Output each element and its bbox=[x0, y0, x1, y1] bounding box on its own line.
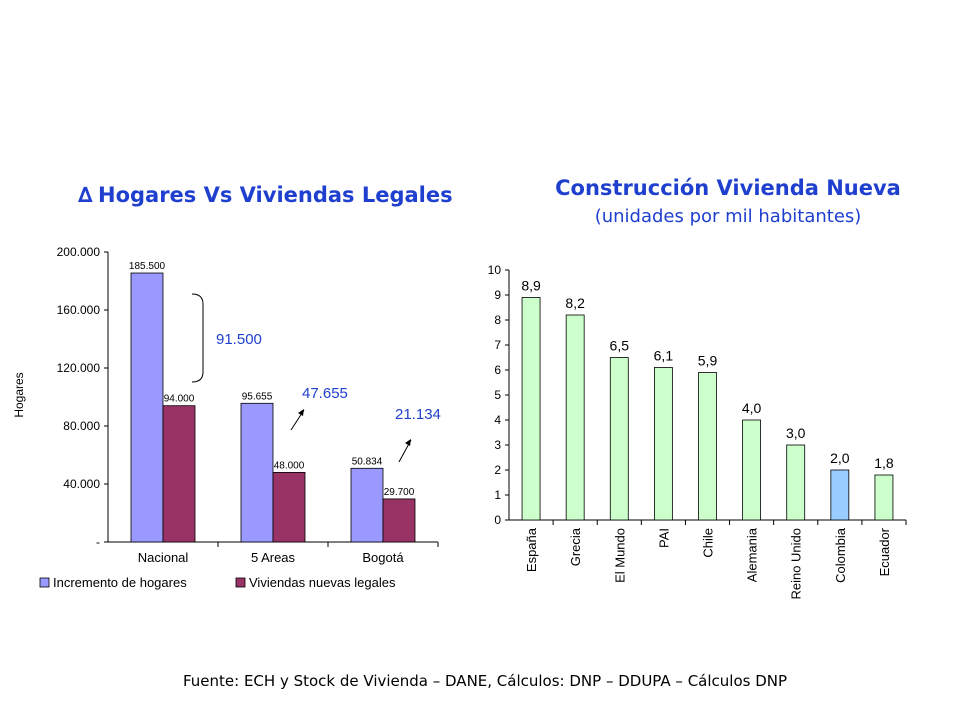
y-tick-label: 9 bbox=[494, 288, 501, 302]
chart-right-y-ticks: 0 1 2 3 4 5 6 7 8 9 10 bbox=[488, 263, 509, 527]
y-tick-label: - bbox=[96, 535, 100, 549]
data-label-viviendas-nuevas-legales-nacional: 94.000 bbox=[164, 394, 195, 405]
x-category-reino-unido: Reino Unido bbox=[789, 528, 804, 600]
bar-reino-unido bbox=[786, 444, 806, 521]
bar-incremento-de-hogares-nacional bbox=[130, 272, 164, 543]
y-tick-label: 10 bbox=[488, 263, 502, 277]
x-category-5-areas: 5 Areas bbox=[251, 550, 296, 565]
y-tick-label: 6 bbox=[494, 363, 501, 377]
bar-colombia bbox=[830, 469, 850, 521]
legend-swatch-viviendas-nuevas bbox=[235, 577, 246, 588]
bar-chile bbox=[698, 372, 717, 521]
annotation-5-areas-difference: 47.655 bbox=[302, 385, 348, 402]
y-tick-label: 160.000 bbox=[57, 303, 101, 317]
data-label-viviendas-nuevas-legales-bogota: 29.700 bbox=[384, 487, 415, 498]
data-label-alemania: 4,0 bbox=[742, 400, 762, 416]
annotation-nacional-difference: 91.500 bbox=[216, 331, 262, 348]
data-label-pai: 6,1 bbox=[654, 348, 674, 364]
x-category-colombia: Colombia bbox=[833, 527, 848, 583]
bar-pai bbox=[653, 367, 673, 521]
x-category-chile: Chile bbox=[701, 528, 716, 558]
x-category-bogota: Bogotá bbox=[362, 550, 404, 565]
bar-el-mundo bbox=[609, 357, 629, 521]
bar-viviendas-nuevas-legales-nacional bbox=[162, 405, 196, 543]
chart-right-bars: 8,9 8,2 6,5 6,1 5,9 4,0 3,0 2,0 1,8 bbox=[521, 278, 894, 521]
annotation-arrow-5-areas-head bbox=[298, 409, 304, 416]
x-category-espana: España bbox=[524, 527, 539, 572]
annotation-bogota-difference: 21.134 bbox=[395, 406, 441, 423]
y-tick-label: 3 bbox=[494, 438, 501, 452]
data-label-incremento-de-hogares-5-areas: 95.655 bbox=[242, 391, 273, 402]
bar-incremento-de-hogares-5-areas bbox=[240, 402, 274, 543]
chart-left-x-categories: Nacional 5 Areas Bogotá bbox=[138, 542, 439, 565]
data-label-chile: 5,9 bbox=[698, 353, 718, 369]
legend-label-viviendas-nuevas: Viviendas nuevas legales bbox=[249, 575, 396, 590]
data-label-incremento-de-hogares-nacional: 185.500 bbox=[129, 261, 166, 272]
y-tick-label: 120.000 bbox=[57, 361, 101, 375]
data-label-espana: 8,9 bbox=[521, 278, 541, 294]
nacional-difference-bracket bbox=[191, 293, 204, 383]
y-tick-label: 1 bbox=[494, 488, 501, 502]
bar-espana bbox=[521, 297, 541, 521]
y-tick-label: 40.000 bbox=[63, 477, 100, 491]
data-label-viviendas-nuevas-legales-5-areas: 48.000 bbox=[274, 460, 305, 471]
bar-grecia bbox=[565, 314, 585, 521]
chart-right-subtitle: (unidades por mil habitantes) bbox=[595, 206, 862, 227]
source-note: Fuente: ECH y Stock de Vivienda – DANE, … bbox=[183, 672, 787, 690]
chart-left-legend: Incremento de hogares Viviendas nuevas l… bbox=[39, 575, 396, 590]
bar-alemania bbox=[742, 419, 762, 521]
y-tick-label: 8 bbox=[494, 313, 501, 327]
data-label-incremento-de-hogares-bogota: 50.834 bbox=[352, 456, 383, 467]
data-label-reino-unido: 3,0 bbox=[786, 425, 806, 441]
chart-left: ∆ Hogares Vs Viviendas Legales Hogares -… bbox=[12, 183, 453, 590]
chart-left-title: Hogares Vs Viviendas Legales bbox=[98, 183, 453, 207]
chart-left-y-axis-label: Hogares bbox=[12, 372, 26, 417]
chart-left-y-ticks: - 40.000 80.000 120.000 160.000 200.000 bbox=[57, 245, 108, 549]
bar-viviendas-nuevas-legales-5-areas bbox=[272, 471, 306, 543]
bar-viviendas-nuevas-legales-bogota bbox=[382, 498, 416, 543]
y-tick-label: 2 bbox=[494, 463, 501, 477]
y-tick-label: 5 bbox=[494, 388, 501, 402]
legend-label-incremento-hogares: Incremento de hogares bbox=[53, 575, 187, 590]
data-label-ecuador: 1,8 bbox=[874, 455, 894, 471]
chart-left-title-symbol: ∆ bbox=[78, 183, 93, 207]
bar-incremento-de-hogares-bogota bbox=[350, 467, 384, 543]
y-tick-label: 80.000 bbox=[63, 419, 100, 433]
legend-swatch-incremento-hogares bbox=[39, 577, 50, 588]
x-category-nacional: Nacional bbox=[138, 550, 189, 565]
chart-right: Construcción Vivienda Nueva (unidades po… bbox=[488, 176, 907, 600]
chart-left-bars: 185.500 94.000 95.655 48.000 50.834 29.700 bbox=[129, 261, 416, 543]
y-tick-label: 0 bbox=[494, 513, 501, 527]
y-tick-label: 4 bbox=[494, 413, 501, 427]
annotation-arrow-bogota-head bbox=[405, 439, 411, 446]
data-label-grecia: 8,2 bbox=[565, 295, 585, 311]
chart-right-title: Construcción Vivienda Nueva bbox=[555, 176, 901, 200]
x-category-pai: PAI bbox=[656, 528, 671, 548]
x-category-ecuador: Ecuador bbox=[877, 527, 892, 576]
bar-ecuador bbox=[874, 474, 894, 521]
x-category-alemania: Alemania bbox=[745, 527, 760, 582]
x-category-el-mundo: El Mundo bbox=[612, 528, 627, 583]
data-label-colombia: 2,0 bbox=[830, 450, 850, 466]
data-label-el-mundo: 6,5 bbox=[610, 338, 630, 354]
x-category-grecia: Grecia bbox=[568, 527, 583, 566]
chart-right-x-categories: España Grecia El Mundo PAI Chile Alemania Rein… bbox=[524, 520, 907, 600]
y-tick-label: 200.000 bbox=[57, 245, 101, 259]
y-tick-label: 7 bbox=[494, 338, 501, 352]
